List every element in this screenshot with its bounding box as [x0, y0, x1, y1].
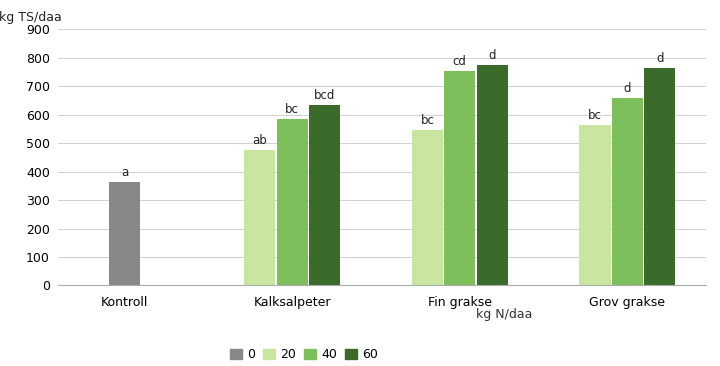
Text: kg N/daa: kg N/daa	[476, 309, 532, 321]
Text: d: d	[656, 52, 664, 65]
Bar	[109, 182, 140, 285]
Text: a: a	[121, 166, 128, 179]
Bar	[644, 68, 675, 285]
Bar	[276, 119, 308, 285]
Bar	[477, 65, 508, 285]
Text: bcd: bcd	[314, 89, 336, 102]
Bar	[612, 98, 643, 285]
Bar	[309, 105, 341, 285]
Text: d: d	[624, 82, 631, 95]
Text: bc: bc	[285, 103, 299, 116]
Bar	[580, 125, 611, 285]
Bar	[444, 71, 475, 285]
Text: ab: ab	[253, 134, 267, 147]
Text: d: d	[488, 49, 496, 62]
Text: bc: bc	[588, 109, 602, 122]
Text: cd: cd	[453, 55, 467, 68]
Text: bc: bc	[420, 115, 434, 127]
Legend: 0, 20, 40, 60: 0, 20, 40, 60	[230, 348, 378, 361]
Bar	[412, 130, 443, 285]
Text: kg TS/daa: kg TS/daa	[0, 11, 62, 24]
Bar	[244, 150, 276, 285]
